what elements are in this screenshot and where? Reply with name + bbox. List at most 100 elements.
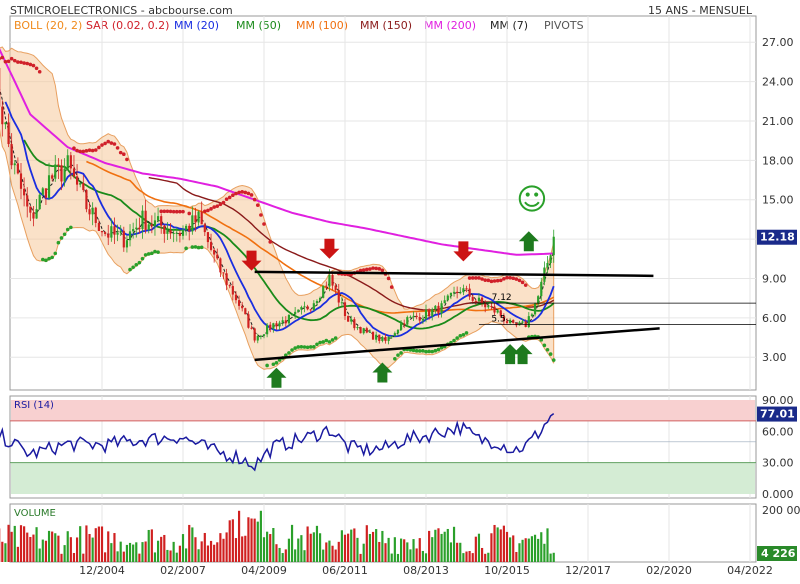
candle-body — [148, 224, 150, 229]
candle-body — [45, 188, 47, 198]
candle-body — [338, 290, 340, 302]
candle-body — [17, 163, 19, 173]
candle-body — [366, 328, 368, 332]
sar-dot — [100, 143, 104, 147]
sar-dot — [69, 226, 73, 230]
x-tick-label: 04/2022 — [727, 564, 773, 577]
sar-dot — [318, 341, 322, 345]
volume-bar — [48, 531, 50, 562]
candle-body — [400, 323, 402, 329]
candle-body — [456, 292, 458, 293]
sar-dot — [518, 279, 522, 283]
sar-dot — [41, 258, 45, 262]
candle-body — [216, 255, 218, 259]
candle-body — [35, 209, 37, 218]
sar-dot — [128, 268, 132, 272]
sar-dot — [421, 349, 425, 353]
legend-item: MM (50) — [236, 19, 281, 32]
candle-body — [176, 233, 178, 234]
sar-dot — [321, 340, 325, 344]
candle-body — [60, 165, 62, 181]
volume-bar — [88, 534, 90, 562]
sar-dot — [22, 61, 26, 65]
sar-dot — [144, 253, 148, 257]
candle-body — [263, 334, 265, 336]
volume-bar — [481, 548, 483, 562]
sar-dot — [468, 276, 472, 280]
volume-bar — [285, 549, 287, 562]
candle-body — [116, 233, 118, 235]
candle-body — [247, 314, 249, 327]
candle-body — [85, 190, 87, 209]
sar-dot — [178, 210, 182, 214]
volume-bar — [425, 553, 427, 562]
candle-body — [241, 306, 243, 308]
volume-bar — [303, 550, 305, 562]
indicator-legend: BOLL (20, 2)SAR (0.02, 0.2)MM (20)MM (50… — [14, 19, 584, 32]
sar-dot — [543, 344, 547, 348]
volume-bar — [456, 543, 458, 562]
volume-bar — [469, 551, 471, 562]
sar-dot — [50, 256, 54, 260]
sar-dot — [215, 204, 219, 208]
volume-bar — [157, 541, 159, 562]
candle-body — [166, 230, 168, 234]
volume-bar — [453, 527, 455, 562]
sar-dot — [225, 197, 229, 201]
candle-body — [509, 320, 511, 323]
volume-bar — [73, 553, 75, 562]
volume-bar — [101, 526, 103, 562]
sar-dot — [244, 191, 248, 195]
candle-body — [444, 300, 446, 303]
volume-bar — [145, 541, 147, 562]
volume-bar — [450, 542, 452, 562]
volume-bar — [185, 548, 187, 562]
candle-body — [434, 306, 436, 309]
candle-body — [113, 226, 115, 234]
candle-body — [297, 310, 299, 312]
candle-body — [300, 307, 302, 310]
volume-bar — [54, 533, 56, 562]
volume-bar — [528, 539, 530, 562]
candle-body — [145, 211, 147, 230]
volume-bar — [235, 538, 237, 562]
sar-dot — [434, 349, 438, 353]
candle-body — [120, 231, 122, 233]
volume-bar — [475, 537, 477, 562]
volume-bar — [14, 526, 16, 562]
candle-body — [169, 230, 171, 234]
volume-bar — [484, 554, 486, 562]
volume-bar — [353, 528, 355, 562]
sar-dot — [502, 277, 506, 281]
sar-dot — [371, 266, 375, 270]
volume-bar — [509, 537, 511, 562]
candle-body — [39, 195, 41, 209]
sar-dot — [53, 252, 57, 256]
x-tick-label: 08/2013 — [403, 564, 449, 577]
volume-bar — [394, 537, 396, 562]
volume-bar — [366, 525, 368, 562]
candle-body — [157, 216, 159, 220]
candle-body — [188, 226, 190, 232]
candle-body — [282, 320, 284, 322]
volume-bar — [515, 552, 517, 562]
x-tick-label: 12/2017 — [565, 564, 611, 577]
candle-body — [531, 314, 533, 316]
volume-bar — [67, 531, 69, 562]
candle-body — [372, 332, 374, 340]
candle-body — [431, 309, 433, 316]
sar-dot — [334, 336, 338, 340]
candle-body — [135, 228, 137, 229]
sar-dot — [250, 193, 254, 197]
candle-body — [23, 189, 25, 196]
legend-item: MM (7) — [490, 19, 528, 32]
candle-body — [394, 333, 396, 336]
candle-body — [440, 303, 442, 313]
sar-dot — [197, 246, 201, 250]
sar-dot — [259, 213, 263, 217]
sar-dot — [247, 192, 251, 196]
sar-dot — [222, 201, 226, 205]
sar-dot — [47, 257, 51, 261]
sar-dot — [293, 346, 297, 350]
